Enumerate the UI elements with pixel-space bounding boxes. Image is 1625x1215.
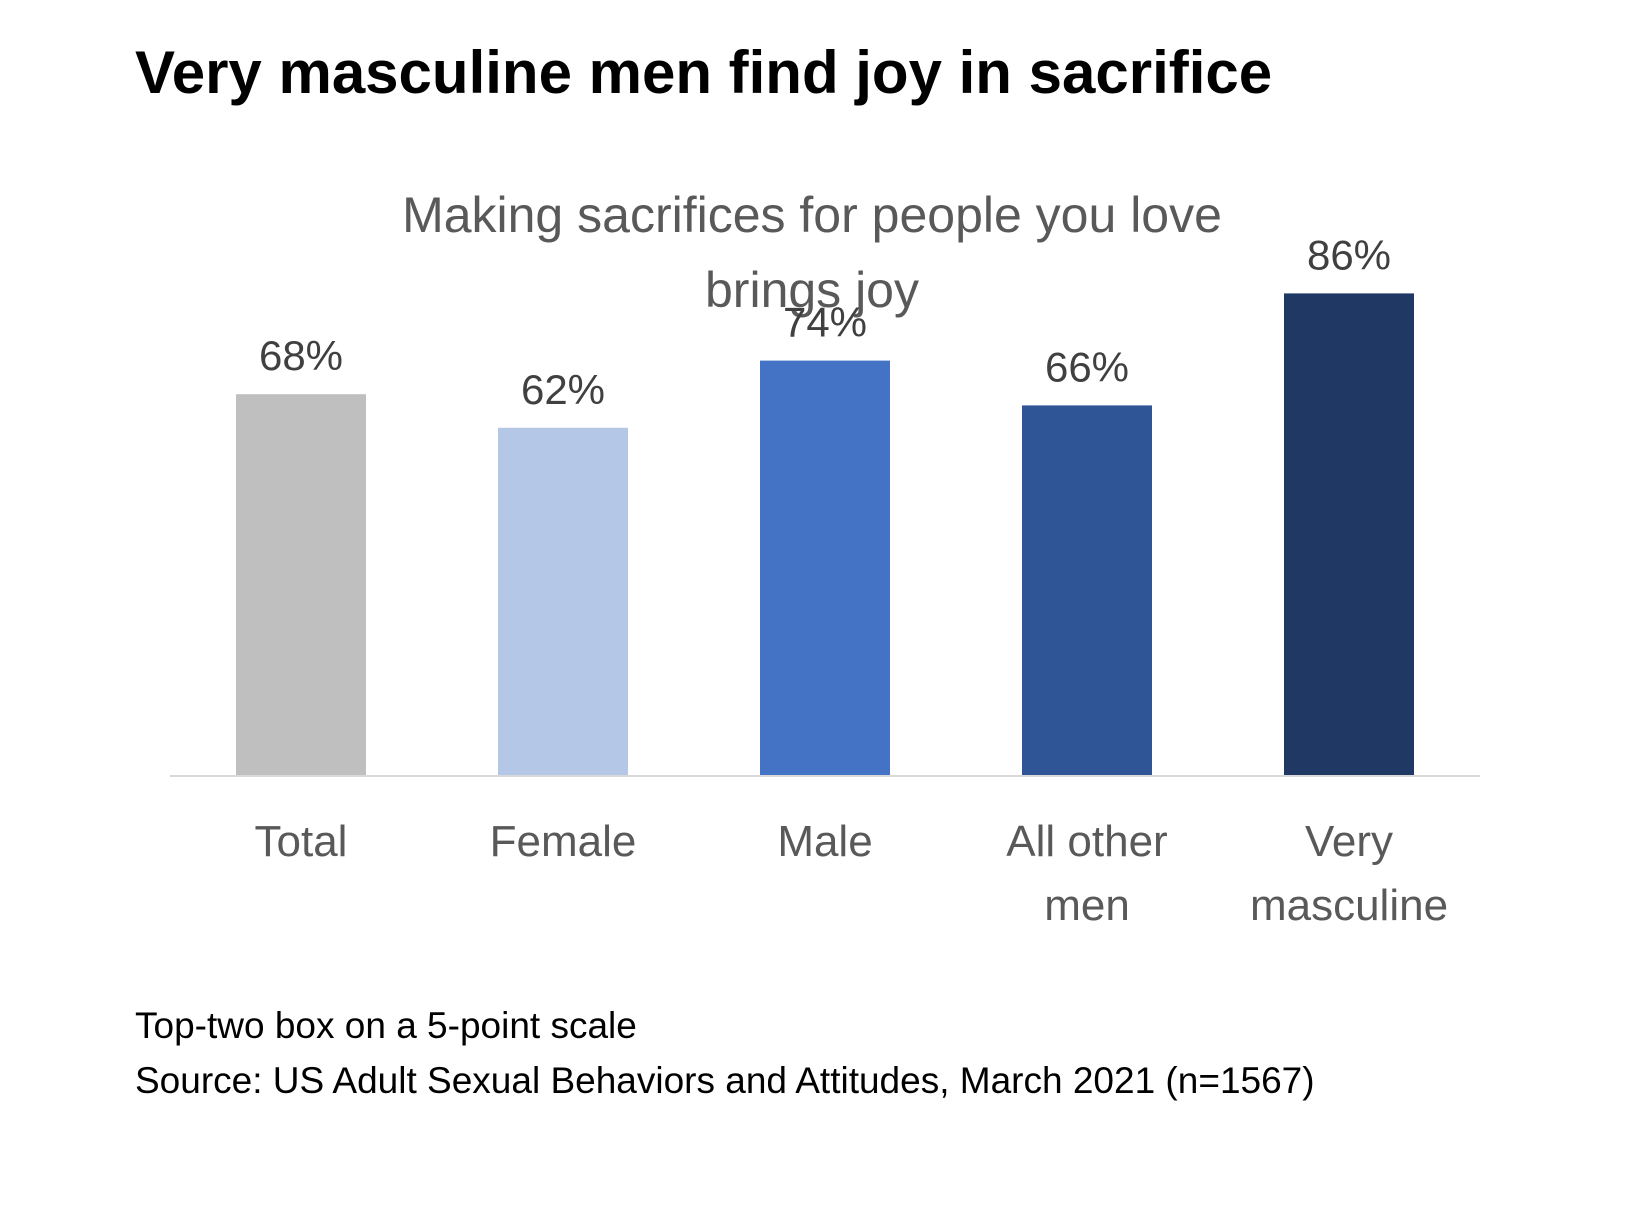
- bar-total: [236, 394, 366, 775]
- category-label-all-other-men-line-1: All other: [1006, 817, 1167, 866]
- slide-title: Very masculine men find joy in sacrifice: [135, 39, 1273, 106]
- value-label-male: 74%: [783, 299, 867, 346]
- category-label-male: Male: [777, 817, 872, 866]
- value-label-very-masculine: 86%: [1307, 231, 1391, 278]
- source-note: Source: US Adult Sexual Behaviors and At…: [135, 1060, 1315, 1101]
- category-label-all-other-men-line-2: men: [1044, 881, 1130, 930]
- bars: [236, 293, 1414, 775]
- value-label-total: 68%: [259, 332, 343, 379]
- bar-all-other-men: [1022, 405, 1152, 775]
- category-label-very-masculine-line-2: masculine: [1250, 881, 1448, 930]
- bar-female: [498, 427, 628, 775]
- category-labels: Total Female Male All other men Very masculine: [255, 817, 1449, 930]
- bar-very-masculine: [1284, 293, 1414, 775]
- chart-title: Making sacrifices for people you love bri…: [402, 187, 1222, 318]
- value-label-female: 62%: [521, 366, 605, 413]
- value-labels: 68% 62% 74% 66% 86%: [259, 231, 1391, 412]
- value-label-all-other-men: 66%: [1045, 343, 1129, 390]
- chart-title-line-1: Making sacrifices for people you love: [402, 187, 1222, 243]
- bar-male: [760, 360, 890, 775]
- category-label-very-masculine-line-1: Very: [1305, 817, 1393, 866]
- footnote-scale: Top-two box on a 5-point scale: [135, 1005, 637, 1046]
- chart-title-line-2: brings joy: [705, 262, 919, 318]
- category-label-female: Female: [490, 817, 637, 866]
- category-label-total: Total: [255, 817, 348, 866]
